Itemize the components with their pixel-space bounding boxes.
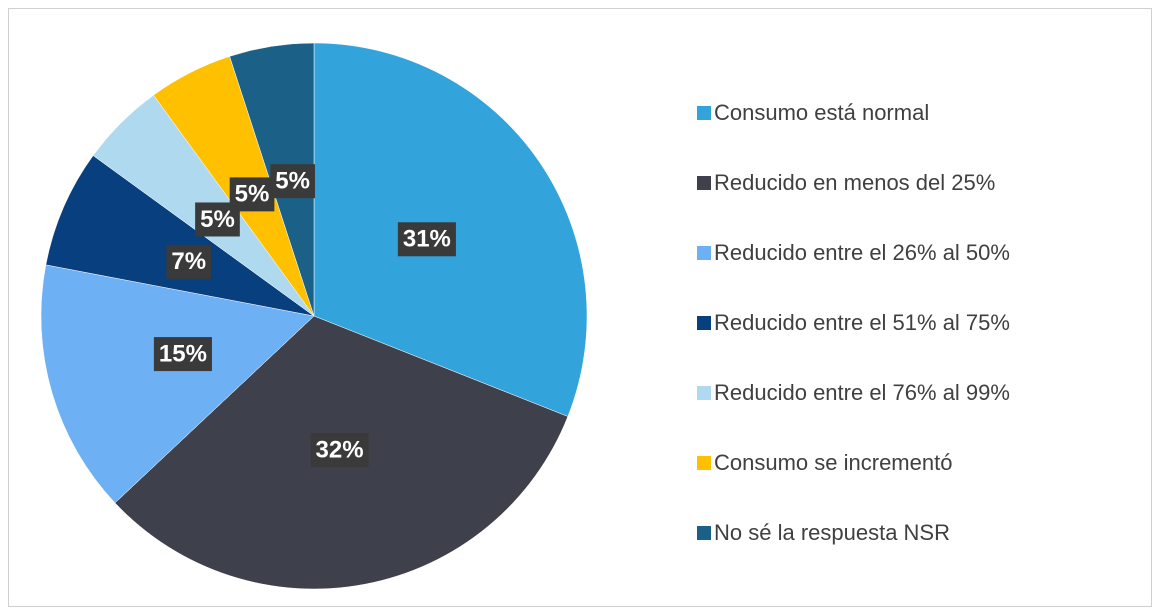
data-label-box xyxy=(397,222,456,257)
data-label: 5% xyxy=(229,177,275,212)
legend-swatch xyxy=(697,526,711,540)
legend-label: Reducido entre el 51% al 75% xyxy=(714,310,1010,335)
legend-label: Reducido entre el 76% al 99% xyxy=(714,380,1010,405)
data-label: 32% xyxy=(310,433,369,468)
data-label-text: 5% xyxy=(235,181,270,208)
data-label-box xyxy=(270,164,315,199)
legend-label: No sé la respuesta NSR xyxy=(714,520,950,545)
data-label: 5% xyxy=(195,202,240,237)
legend-label: Consumo se incrementó xyxy=(714,450,952,475)
legend-swatch xyxy=(697,106,711,120)
legend-swatch xyxy=(697,386,711,400)
legend-label: Consumo está normal xyxy=(714,100,929,125)
legend-swatch xyxy=(697,176,711,190)
data-label-box xyxy=(153,337,212,372)
data-label-text: 15% xyxy=(159,340,207,367)
legend-swatch xyxy=(697,316,711,330)
data-label-text: 5% xyxy=(275,168,310,195)
data-label-text: 5% xyxy=(200,206,235,233)
data-label-text: 32% xyxy=(316,436,364,463)
pie-slice xyxy=(45,155,315,317)
data-label-box xyxy=(229,177,275,212)
data-label-text: 7% xyxy=(171,248,206,275)
data-label-text: 31% xyxy=(403,226,451,253)
data-label: 5% xyxy=(270,164,315,199)
legend-label: Reducido en menos del 25% xyxy=(714,170,995,195)
data-label: 31% xyxy=(397,222,456,257)
data-label-box xyxy=(166,244,212,279)
legend-swatch xyxy=(697,456,711,470)
data-label: 7% xyxy=(166,244,212,279)
pie-slice xyxy=(40,264,315,504)
data-label: 15% xyxy=(153,337,212,372)
legend-label: Reducido entre el 26% al 50% xyxy=(714,240,1010,265)
data-label-box xyxy=(310,433,369,468)
legend-swatch xyxy=(697,246,711,260)
